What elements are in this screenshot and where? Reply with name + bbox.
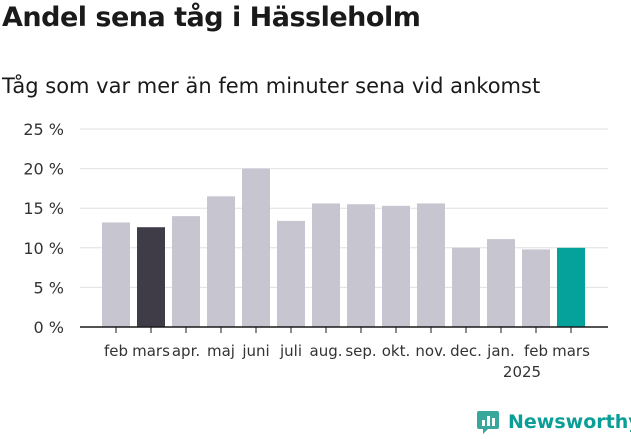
y-tick-label: 25 %: [23, 120, 64, 139]
bar: [102, 222, 130, 327]
bar: [382, 205, 410, 327]
chart-title: Andel sena tåg i Hässleholm: [2, 2, 421, 33]
y-tick-label: 15 %: [23, 199, 64, 218]
x-tick-label: feb: [104, 342, 128, 360]
brand-logo: Newsworthy: [476, 406, 631, 438]
chart-subtitle: Tåg som var mer än fem minuter sena vid …: [2, 74, 541, 98]
bar: [487, 239, 515, 327]
brand-name: Newsworthy: [508, 411, 631, 433]
x-tick-label: okt.: [382, 342, 411, 360]
x-tick-label: aug.: [310, 342, 343, 360]
x-tick-label: juni: [241, 342, 269, 360]
x-year-label: 2025: [503, 363, 541, 381]
x-tick-label: mars: [132, 342, 170, 360]
bar-chart: 0 %5 %10 %15 %20 %25 %feb mars apr. maj juni…: [23, 120, 608, 381]
y-tick-label: 5 %: [34, 278, 64, 297]
x-tick-label: maj: [207, 342, 235, 360]
bar: [277, 220, 305, 327]
x-tick-label: mars: [552, 342, 590, 360]
x-tick-label: sep.: [345, 342, 376, 360]
bar: [347, 204, 375, 327]
x-tick-label: feb: [524, 342, 548, 360]
x-tick-label: jan.: [486, 342, 515, 360]
bar: [452, 247, 480, 327]
y-tick-label: 10 %: [23, 239, 64, 258]
bar: [137, 227, 165, 327]
bar: [312, 203, 340, 327]
x-tick-label: juli: [279, 342, 302, 360]
bar: [242, 168, 270, 327]
bar: [522, 249, 550, 327]
x-tick-label: nov.: [415, 342, 446, 360]
bar: [417, 203, 445, 327]
bar: [207, 196, 235, 327]
bar: [557, 247, 585, 327]
x-tick-label: dec.: [450, 342, 482, 360]
bar: [172, 216, 200, 327]
y-tick-label: 20 %: [23, 160, 64, 179]
y-tick-label: 0 %: [34, 318, 64, 337]
bar-chart-logo-icon: [477, 411, 499, 434]
x-tick-label: apr.: [172, 342, 200, 360]
